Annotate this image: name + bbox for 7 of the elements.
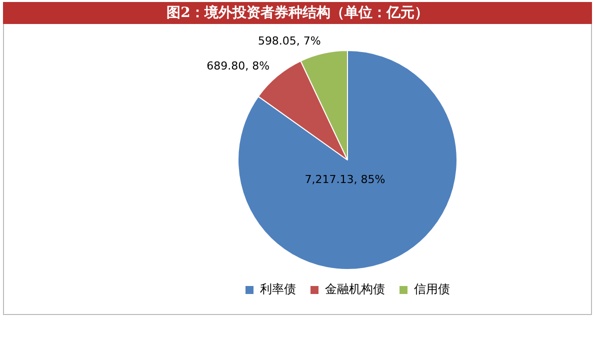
chart-title: 图2：境外投资者券种结构（单位：亿元） bbox=[3, 2, 592, 24]
legend-label: 利率债 bbox=[260, 282, 296, 296]
data-label: 598.05, 7% bbox=[258, 34, 321, 48]
data-label: 7,217.13, 85% bbox=[304, 172, 386, 186]
data-label: 689.80, 8% bbox=[206, 60, 270, 73]
legend-label: 金融机构债 bbox=[325, 282, 385, 296]
legend-label: 信用债 bbox=[414, 282, 450, 296]
